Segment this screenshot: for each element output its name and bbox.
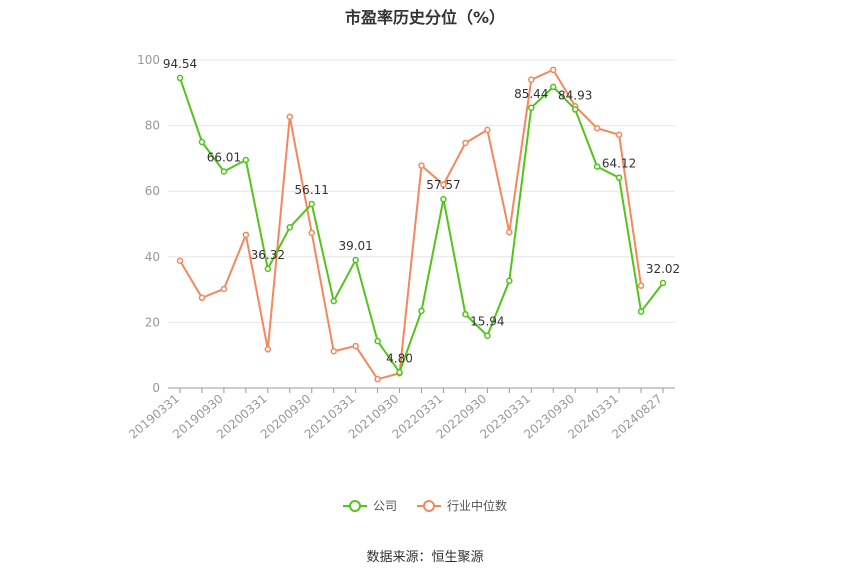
chart-title: 市盈率历史分位（%） bbox=[344, 8, 506, 27]
data-label: 57.57 bbox=[426, 178, 460, 192]
data-point-company bbox=[242, 156, 250, 164]
data-point-industry bbox=[176, 257, 184, 264]
data-label: 56.11 bbox=[295, 183, 329, 197]
data-point-company bbox=[440, 195, 447, 203]
data-point-industry bbox=[308, 229, 315, 237]
data-label: 15.94 bbox=[470, 315, 504, 329]
data-point-company bbox=[593, 163, 601, 170]
data-point-industry bbox=[220, 285, 228, 293]
data-point-industry bbox=[330, 348, 337, 355]
data-point-industry bbox=[418, 162, 425, 169]
data-point-company bbox=[549, 83, 557, 91]
data-point-industry bbox=[286, 113, 294, 120]
legend-item-company[interactable]: 公司 bbox=[342, 497, 397, 514]
data-point-company bbox=[484, 332, 491, 339]
data-point-company bbox=[286, 224, 294, 231]
data-point-company bbox=[659, 279, 667, 287]
data-point-company bbox=[264, 265, 272, 273]
data-label: 94.54 bbox=[163, 57, 197, 71]
data-point-industry bbox=[352, 342, 359, 350]
y-tick-label: 40 bbox=[145, 250, 160, 264]
data-point-industry bbox=[374, 375, 381, 383]
data-point-company bbox=[637, 308, 645, 315]
legend-item-industry[interactable]: 行业中位数 bbox=[417, 497, 507, 514]
data-point-company bbox=[396, 369, 403, 376]
data-point-company bbox=[220, 168, 228, 175]
data-point-industry bbox=[440, 181, 447, 188]
data-point-industry bbox=[242, 231, 250, 239]
data-point-industry bbox=[484, 126, 491, 134]
data-point-company bbox=[308, 200, 315, 208]
y-tick-label: 80 bbox=[145, 119, 160, 133]
data-label: 36.32 bbox=[251, 248, 285, 262]
data-point-industry bbox=[549, 66, 557, 74]
data-point-company bbox=[176, 74, 184, 82]
data-point-company bbox=[374, 337, 381, 345]
data-point-company bbox=[615, 174, 623, 181]
data-label: 66.01 bbox=[207, 150, 241, 164]
legend-industry-marker-icon bbox=[417, 499, 441, 513]
data-label: 64.12 bbox=[602, 157, 636, 171]
series-line-industry bbox=[179, 68, 643, 381]
data-point-industry bbox=[615, 131, 623, 139]
data-point-company bbox=[198, 138, 206, 146]
data-point-industry bbox=[637, 282, 645, 289]
data-point-industry bbox=[264, 346, 272, 353]
data-label: 4.80 bbox=[386, 351, 413, 365]
data-label: 32.02 bbox=[646, 262, 680, 276]
data-point-company bbox=[330, 297, 337, 305]
data-point-industry bbox=[198, 294, 206, 302]
data-label: 85.44 bbox=[514, 87, 548, 101]
legend-company-label: 公司 bbox=[372, 499, 397, 513]
data-source: 数据来源：恒生聚源 bbox=[366, 550, 484, 565]
legend-industry-label: 行业中位数 bbox=[447, 499, 508, 513]
data-point-industry bbox=[528, 76, 535, 83]
data-point-company bbox=[418, 307, 425, 315]
data-label: 39.01 bbox=[338, 239, 372, 253]
data-point-industry bbox=[593, 124, 601, 132]
legend-company-marker-icon bbox=[342, 499, 367, 513]
data-label: 84.93 bbox=[558, 88, 592, 102]
data-point-industry bbox=[506, 228, 513, 236]
legend: 公司 行业中位数 bbox=[0, 497, 850, 514]
y-tick-label: 100 bbox=[137, 53, 160, 67]
data-point-company bbox=[528, 104, 535, 112]
y-tick-label: 0 bbox=[152, 381, 160, 395]
data-point-company bbox=[571, 106, 579, 113]
data-point-company bbox=[506, 277, 513, 284]
y-tick-label: 20 bbox=[145, 315, 160, 329]
data-point-company bbox=[352, 256, 359, 264]
data-point-company bbox=[462, 310, 469, 318]
y-tick-label: 60 bbox=[145, 184, 160, 198]
data-point-industry bbox=[462, 139, 469, 147]
